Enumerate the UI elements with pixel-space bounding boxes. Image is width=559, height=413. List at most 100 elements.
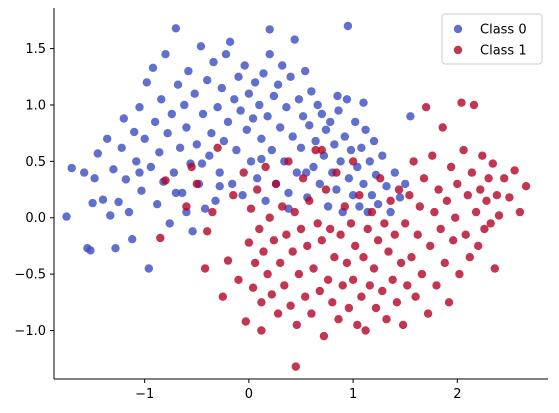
series-1-point-27 [148, 63, 158, 72]
series-1-point-126 [355, 202, 364, 211]
series-2-point-65 [348, 275, 358, 284]
legend-label-1: Class 0 [480, 23, 527, 38]
series-1-point-137 [382, 182, 391, 191]
legend-label-2: Class 1 [480, 44, 527, 59]
series-2-point-129 [482, 196, 491, 205]
series-1-point-129 [361, 125, 370, 134]
series-2-point-62 [342, 258, 352, 268]
series-2-point-5 [200, 264, 210, 273]
series-2-point-26 [267, 290, 276, 299]
series-1-point-139 [390, 168, 399, 177]
series-1-point-88 [276, 123, 285, 132]
series-1-point-67 [232, 145, 241, 155]
series-2-point-10 [223, 256, 233, 265]
series-2-point-14 [241, 317, 250, 326]
series-2-point-70 [359, 253, 368, 262]
series-1-point-91 [282, 103, 291, 112]
series-2-point-125 [474, 241, 483, 251]
series-2-point-77 [373, 236, 383, 245]
series-2-point-4 [192, 179, 201, 189]
series-1-point-66 [230, 95, 239, 104]
series-1-point-147 [215, 182, 224, 191]
series-2-point-21 [257, 298, 266, 307]
series-2-point-11 [229, 191, 238, 200]
series-1-point-33 [161, 50, 170, 59]
series-1-point-41 [178, 188, 187, 198]
series-1-point-30 [155, 148, 164, 157]
series-1-point-123 [348, 191, 358, 200]
series-2-point-6 [203, 227, 212, 236]
series-1-point-74 [246, 157, 256, 166]
series-2-point-15 [244, 238, 254, 247]
series-2-point-109 [440, 258, 449, 268]
series-2-point-104 [430, 207, 439, 217]
series-2-point-141 [291, 362, 300, 371]
series-2-point-12 [234, 275, 243, 284]
series-2-point-122 [467, 168, 477, 177]
series-1-point-99 [298, 112, 308, 121]
series-1-point-19 [130, 127, 139, 137]
series-2-point-106 [434, 185, 443, 194]
series-2-point-113 [449, 236, 458, 245]
series-1-point-6 [90, 174, 99, 183]
series-2-point-53 [323, 275, 333, 284]
series-1-point-89 [278, 61, 287, 70]
series-2-point-91 [403, 281, 412, 290]
series-2-point-73 [365, 281, 374, 290]
series-2-point-29 [273, 309, 283, 318]
series-1-point-93 [286, 72, 295, 82]
series-1-point-59 [215, 168, 224, 177]
series-1-point-98 [296, 143, 306, 152]
series-1-point-52 [200, 204, 210, 213]
series-2-point-24 [263, 269, 272, 279]
series-1-point-16 [121, 175, 131, 184]
series-2-point-71 [361, 326, 370, 335]
series-1-point-141 [401, 179, 410, 189]
series-1-point-46 [188, 227, 197, 236]
series-1-point-48 [192, 140, 201, 149]
series-2-point-36 [288, 247, 297, 256]
y-tick-label-4: 1.0 [25, 98, 46, 113]
series-1-point-102 [305, 121, 314, 130]
series-2-point-46 [309, 264, 318, 273]
series-1-point-53 [203, 76, 212, 85]
series-2-point-112 [446, 162, 456, 172]
series-2-point-69 [357, 292, 366, 301]
series-2-point-144 [348, 157, 358, 166]
series-2-point-22 [259, 247, 268, 256]
series-1-point-114 [330, 140, 339, 149]
series-1-point-73 [244, 89, 254, 98]
series-1-point-150 [333, 91, 342, 101]
series-2-point-51 [319, 331, 329, 341]
series-2-point-18 [250, 258, 260, 268]
series-1-point-144 [265, 25, 274, 34]
series-1-point-55 [207, 129, 216, 138]
legend-marker-2 [453, 45, 463, 55]
series-2 [156, 98, 531, 371]
series-2-point-132 [488, 159, 497, 168]
series-1-point-94 [288, 132, 297, 141]
series-2-point-25 [265, 213, 274, 222]
series-1-point-9 [103, 134, 112, 143]
series-1-point-116 [334, 106, 343, 115]
series-2-point-116 [455, 269, 464, 279]
series-2-point-130 [484, 174, 493, 183]
series-2-point-59 [336, 230, 345, 239]
series-2-point-60 [338, 281, 347, 290]
series-2-point-41 [298, 174, 308, 183]
series-2-point-83 [386, 196, 395, 205]
series-1-point-5 [88, 198, 97, 208]
x-tick-label-3: 2 [453, 387, 461, 402]
series-1-point-47 [190, 89, 199, 98]
series-2-point-47 [311, 145, 320, 155]
series-1-point-43 [182, 123, 191, 132]
series-1-point-23 [140, 134, 149, 143]
series-1-point-57 [211, 196, 220, 205]
series-1-point-138 [386, 207, 395, 217]
series-1-point-121 [344, 174, 354, 183]
series-2-point-49 [315, 286, 324, 296]
series-1-point-28 [150, 117, 160, 127]
series-2-point-44 [305, 196, 314, 205]
series-2-point-143 [317, 145, 326, 155]
